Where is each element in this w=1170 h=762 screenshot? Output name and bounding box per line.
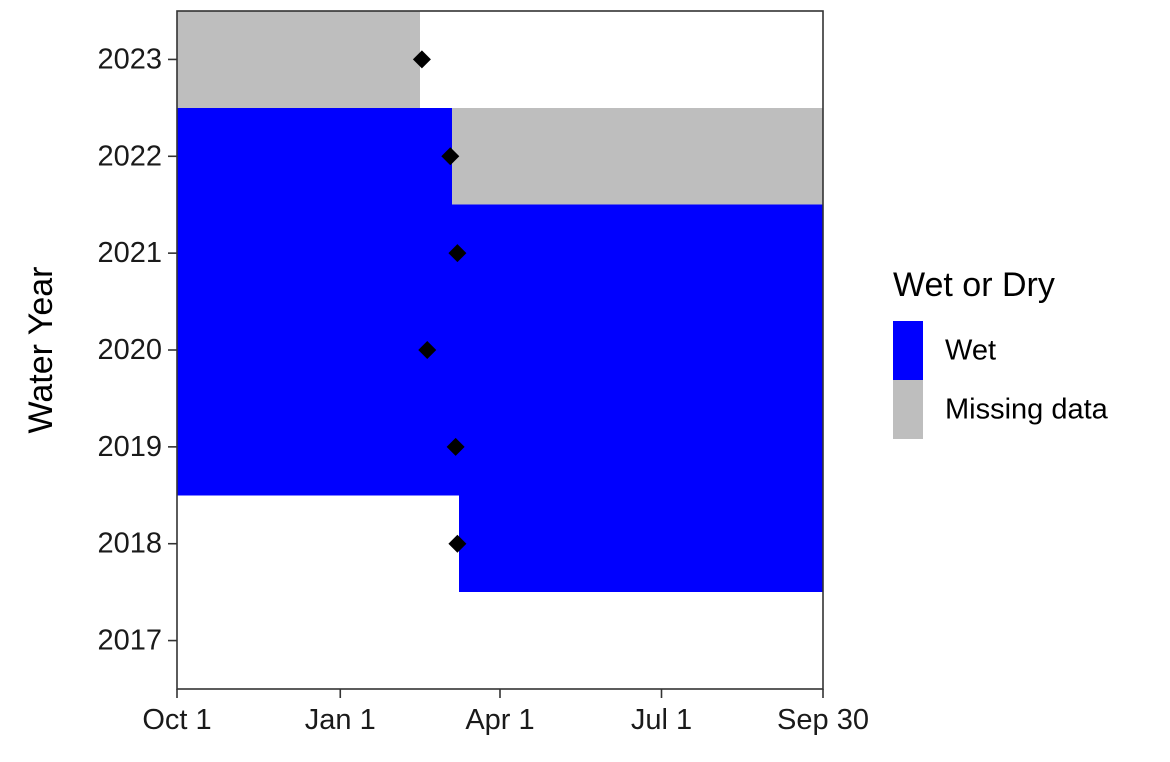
y-tick-label-2020: 2020 <box>97 334 162 366</box>
y-tick-label-2021: 2021 <box>97 237 162 269</box>
markers <box>412 50 467 553</box>
y-axis-title: Water Year <box>22 267 60 434</box>
y-tick-label-2018: 2018 <box>97 528 162 560</box>
legend-label-missing: Missing data <box>945 394 1109 426</box>
y-tick-label-2019: 2019 <box>97 431 162 463</box>
marker-2021 <box>448 244 467 263</box>
segment-wet-2021 <box>177 204 823 302</box>
marker-2022 <box>441 147 460 166</box>
legend-key-wet <box>893 321 923 380</box>
legend-key-missing <box>893 380 923 439</box>
y-tick-label-2022: 2022 <box>97 140 162 172</box>
x-tick-label-3: Jul 1 <box>631 704 692 736</box>
x-tick-label-0: Oct 1 <box>142 704 211 736</box>
x-tick-label-2: Apr 1 <box>465 704 534 736</box>
legend-title: Wet or Dry <box>893 266 1055 304</box>
marker-2019 <box>446 437 465 456</box>
x-tick-label-4: Sep 30 <box>777 704 869 736</box>
segment-wet-2018 <box>459 495 823 593</box>
segment-wet-2019 <box>177 398 823 496</box>
marker-2020 <box>418 341 437 359</box>
wet-dry-segments <box>177 11 823 593</box>
segment-wet-2020 <box>177 301 823 399</box>
y-tick-label-2017: 2017 <box>97 625 162 657</box>
x-tick-label-1: Jan 1 <box>305 704 376 736</box>
legend-label-wet: Wet <box>945 335 996 367</box>
y-tick-label-2023: 2023 <box>97 43 162 75</box>
segment-wet-2022 <box>177 107 453 205</box>
marker-2023 <box>412 50 431 69</box>
legend: Wet or Dry Wet Missing data <box>893 266 1109 439</box>
segment-missing-2023 <box>177 11 421 108</box>
y-axis: 2017 2018 2019 2020 2021 2022 2023 <box>97 43 177 657</box>
segment-missing-2022 <box>452 107 823 205</box>
x-axis: Oct 1 Jan 1 Apr 1 Jul 1 Sep 30 <box>142 689 869 736</box>
marker-2018 <box>448 534 467 553</box>
